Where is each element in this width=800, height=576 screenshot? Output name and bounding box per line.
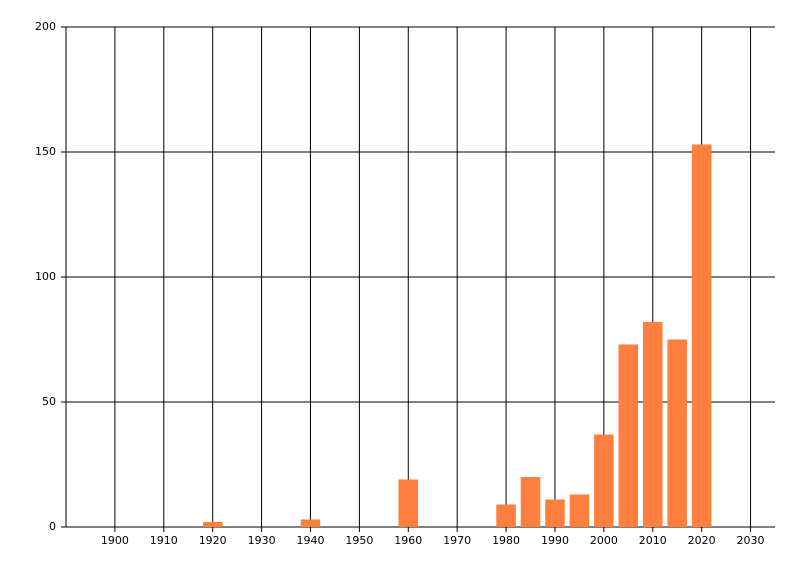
bar <box>545 499 565 527</box>
y-tick-label: 50 <box>42 395 56 408</box>
y-tick-label: 100 <box>35 270 56 283</box>
x-tick-label: 2020 <box>688 534 716 547</box>
x-tick-label: 1930 <box>248 534 276 547</box>
x-tick-label: 1980 <box>492 534 520 547</box>
bar <box>618 344 639 527</box>
x-tick-label: 1950 <box>345 534 373 547</box>
y-tick-label: 200 <box>35 20 56 33</box>
x-tick-label: 2030 <box>737 534 765 547</box>
x-tick-label: 2000 <box>590 534 618 547</box>
bar <box>667 339 687 527</box>
bar <box>569 494 590 527</box>
bar <box>398 479 419 527</box>
x-tick-label: 1920 <box>199 534 227 547</box>
x-tick-label: 1900 <box>101 534 129 547</box>
bar <box>520 477 541 527</box>
y-tick-label: 0 <box>49 520 56 533</box>
x-tick-label: 1960 <box>394 534 422 547</box>
bar <box>691 144 712 527</box>
bar <box>642 322 663 527</box>
bar <box>202 522 223 527</box>
bar <box>496 504 516 527</box>
x-tick-label: 1940 <box>296 534 324 547</box>
y-tick-label: 150 <box>35 145 56 158</box>
bar <box>594 434 614 527</box>
x-tick-label: 1970 <box>443 534 471 547</box>
x-tick-label: 1990 <box>541 534 569 547</box>
x-tick-label: 2010 <box>639 534 667 547</box>
x-tick-label: 1910 <box>150 534 178 547</box>
bar <box>300 519 321 527</box>
